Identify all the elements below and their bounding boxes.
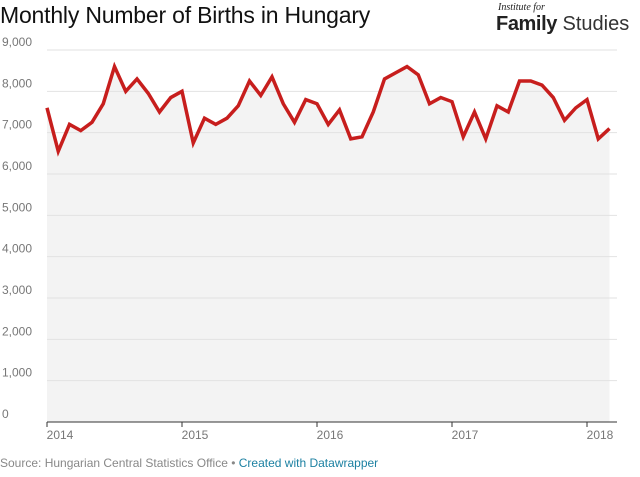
y-tick-label: 0: [2, 407, 9, 421]
y-tick-label: 5,000: [2, 200, 32, 214]
y-tick-label: 2,000: [2, 324, 32, 338]
logo-top-text: Institute for: [498, 2, 545, 13]
area-fill: [47, 66, 610, 422]
logo-wordmark: Family Studies: [496, 13, 630, 35]
ifs-logo: Institute for Family Studies: [496, 2, 630, 36]
x-tick-label: 2017: [452, 428, 479, 442]
y-tick-label: 6,000: [2, 159, 32, 173]
x-tick-label: 2018: [587, 428, 614, 442]
y-tick-label: 3,000: [2, 283, 32, 297]
logo-word-family: Family: [496, 13, 557, 35]
y-tick-label: 9,000: [2, 35, 32, 49]
y-tick-label: 8,000: [2, 76, 32, 90]
x-tick-label: 2015: [182, 428, 209, 442]
chart-footer: Source: Hungarian Central Statistics Off…: [0, 456, 378, 470]
y-tick-label: 1,000: [2, 366, 32, 380]
source-note: Source: Hungarian Central Statistics Off…: [0, 456, 228, 470]
births-line-chart: 0 1,000 2,000 3,000 4,000 5,000 6,000 7,000 8,00…: [2, 35, 617, 442]
y-tick-label: 7,000: [2, 118, 32, 132]
x-tick-label: 2016: [317, 428, 344, 442]
x-tick-label: 2014: [47, 428, 74, 442]
datawrapper-credit-link[interactable]: Created with Datawrapper: [238, 456, 379, 470]
logo-word-studies: Studies: [562, 13, 630, 35]
births-series-line: [45, 61, 611, 157]
chart-title: Monthly Number of Births in Hungary: [0, 2, 371, 28]
footer-separator: •: [227, 456, 239, 470]
y-tick-label: 4,000: [2, 242, 32, 256]
